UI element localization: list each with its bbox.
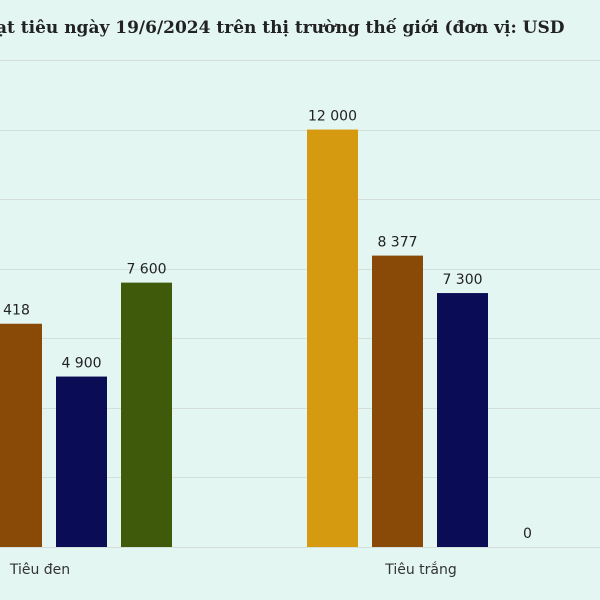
bar <box>121 282 172 547</box>
bar <box>56 376 107 547</box>
category-labels: Tiêu đen Tiêu trắng <box>9 561 457 578</box>
bar <box>0 323 42 547</box>
chart-title: ạt tiêu ngày 19/6/2024 trên thị trường t… <box>0 18 565 38</box>
bars <box>0 129 488 548</box>
bar <box>437 293 488 547</box>
data-label: 4 900 <box>61 356 101 372</box>
data-label: 418 <box>3 303 30 319</box>
value-labels: 418 4 900 7 600 12 000 8 377 7 300 0 <box>3 109 532 542</box>
data-label: 8 377 <box>377 235 417 251</box>
bar <box>307 129 358 548</box>
data-label: 7 300 <box>442 272 482 288</box>
data-label: 7 600 <box>126 262 166 278</box>
data-label: 12 000 <box>308 109 357 125</box>
category-label: Tiêu trắng <box>384 561 457 578</box>
bar <box>372 255 423 547</box>
category-label: Tiêu đen <box>9 562 70 578</box>
data-label: 0 <box>523 526 532 542</box>
